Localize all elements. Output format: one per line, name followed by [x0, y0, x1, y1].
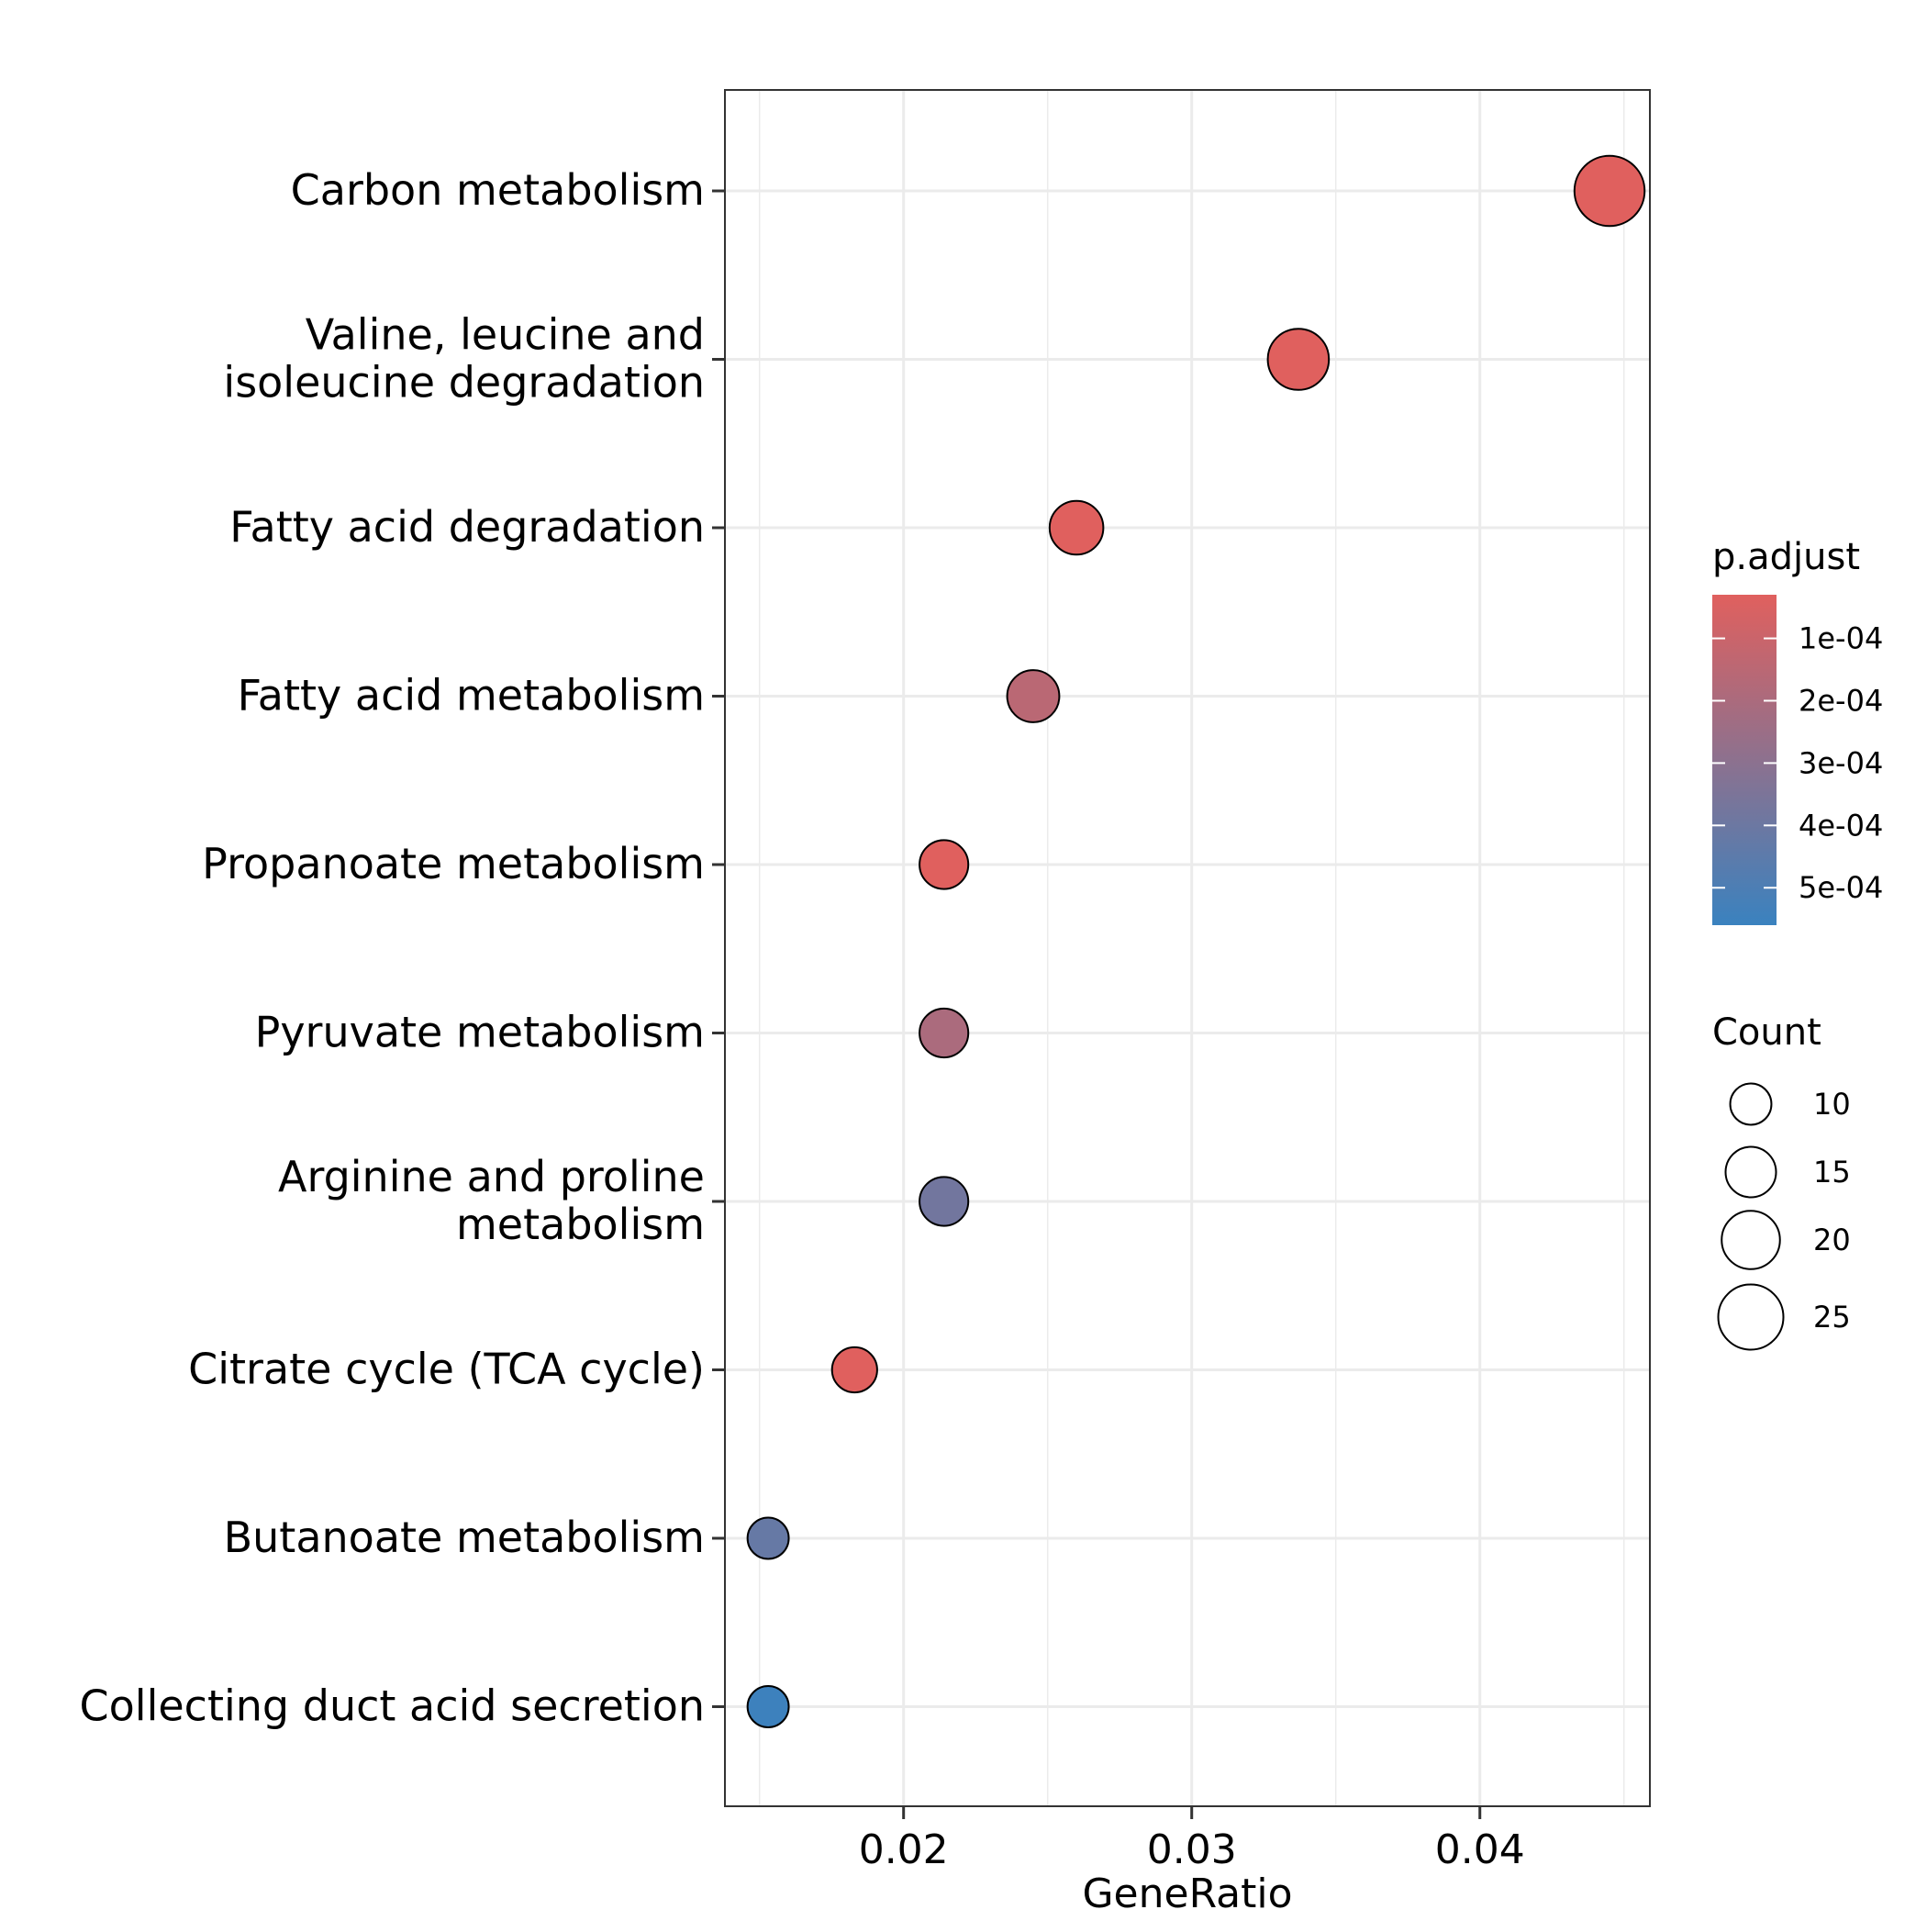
- data-point: [1573, 154, 1646, 228]
- color-legend-title: p.adjust: [1712, 536, 1860, 578]
- size-legend-title: Count: [1712, 1011, 1821, 1054]
- y-tick-label: Fatty acid metabolism: [238, 671, 705, 720]
- y-tick-label: Fatty acid degradation: [229, 502, 705, 552]
- color-legend-label: 1e-04: [1799, 621, 1883, 656]
- size-legend-label: 10: [1813, 1087, 1851, 1122]
- size-legend-label: 20: [1813, 1223, 1851, 1257]
- color-legend-bar: [1712, 595, 1777, 925]
- color-legend-label: 5e-04: [1799, 870, 1883, 905]
- axis-layer: Carbon metabolism Valine, leucine andisol…: [80, 165, 1525, 1873]
- x-tick-label: 0.04: [1435, 1826, 1525, 1873]
- size-legend-label: 15: [1813, 1155, 1851, 1189]
- data-point: [1006, 669, 1061, 723]
- panel-border: [724, 89, 1651, 1807]
- data-point: [919, 839, 970, 890]
- color-legend-label: 4e-04: [1799, 808, 1883, 843]
- size-legend-circle: [1724, 1145, 1777, 1199]
- size-legend-circle: [1717, 1283, 1785, 1351]
- color-legend-label: 2e-04: [1799, 683, 1883, 718]
- size-legend-circle: [1721, 1210, 1781, 1270]
- data-point: [919, 1007, 970, 1059]
- y-tick-label: isoleucine degradation: [223, 358, 705, 408]
- y-tick-label: metabolism: [456, 1200, 705, 1249]
- y-tick-label: Valine, leucine and: [306, 310, 705, 360]
- grid-layer: [725, 90, 1650, 1806]
- x-axis-title: GeneRatio: [1082, 1871, 1292, 1917]
- data-point: [1266, 328, 1331, 391]
- data-point: [746, 1685, 790, 1728]
- size-legend-label: 25: [1813, 1300, 1851, 1335]
- y-tick-label: Collecting duct acid secretion: [80, 1681, 705, 1731]
- data-point: [919, 1176, 970, 1227]
- size-legend-circle: [1729, 1082, 1773, 1126]
- y-tick-label: Butanoate metabolism: [224, 1513, 705, 1562]
- x-tick-label: 0.03: [1147, 1826, 1237, 1873]
- color-legend-label: 3e-04: [1799, 745, 1883, 780]
- y-tick-label: Pyruvate metabolism: [255, 1008, 705, 1057]
- x-tick-label: 0.02: [859, 1826, 949, 1873]
- data-point: [1048, 499, 1105, 556]
- legend-layer: p.adjust 1e-04 2e-04 3e-04 4e-04 5e-04 Count 10…: [1712, 536, 1883, 1351]
- data-point: [746, 1516, 790, 1560]
- y-tick-label: Arginine and proline: [278, 1152, 705, 1201]
- y-tick-label: Citrate cycle (TCA cycle): [188, 1345, 705, 1394]
- y-tick-label: Propanoate metabolism: [202, 839, 705, 888]
- data-point: [830, 1346, 878, 1394]
- y-tick-label: Carbon metabolism: [291, 165, 705, 215]
- points-layer: [746, 154, 1646, 1728]
